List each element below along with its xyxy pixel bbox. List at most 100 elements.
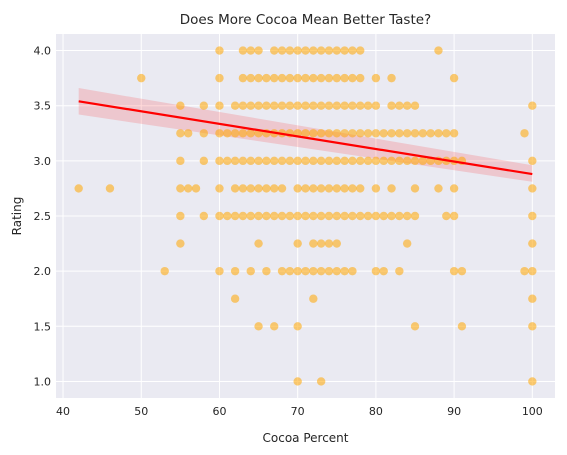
x-tick-label: 70 <box>291 405 305 418</box>
data-point <box>332 239 341 248</box>
data-point <box>340 184 349 193</box>
data-point <box>324 266 334 276</box>
data-point <box>301 101 310 110</box>
data-point <box>371 156 381 166</box>
data-point <box>348 156 357 166</box>
data-point <box>402 211 412 221</box>
data-point <box>395 156 404 166</box>
data-point <box>324 239 334 248</box>
data-point <box>199 101 209 110</box>
data-point <box>199 211 209 221</box>
data-point <box>285 266 295 276</box>
data-point <box>410 156 420 166</box>
data-point <box>324 156 334 166</box>
data-points <box>74 46 537 386</box>
y-tick-label: 3.5 <box>34 100 52 113</box>
data-point <box>387 211 396 221</box>
data-point <box>402 156 412 166</box>
data-point <box>387 156 396 166</box>
data-point <box>277 46 287 55</box>
data-point <box>371 129 381 138</box>
data-point <box>238 129 248 138</box>
data-point <box>316 101 326 110</box>
data-point <box>356 156 365 166</box>
data-point <box>316 377 326 386</box>
data-point <box>356 73 365 83</box>
data-point <box>223 156 232 166</box>
data-point <box>418 129 428 138</box>
data-point <box>316 46 326 55</box>
data-point <box>379 129 388 138</box>
data-point <box>309 294 318 303</box>
data-point <box>332 73 341 83</box>
data-point <box>332 156 341 166</box>
data-point <box>528 239 537 248</box>
data-point <box>528 266 537 276</box>
data-point <box>371 211 381 221</box>
data-point <box>246 266 255 276</box>
data-point <box>410 184 420 193</box>
data-point <box>238 156 248 166</box>
data-point <box>434 46 443 55</box>
data-point <box>137 73 146 83</box>
data-point <box>340 156 349 166</box>
regression-line <box>78 100 533 176</box>
data-point <box>520 129 529 138</box>
data-point <box>285 211 295 221</box>
data-point <box>254 73 263 83</box>
data-point <box>324 211 334 221</box>
data-point <box>363 101 373 110</box>
data-point <box>520 266 529 276</box>
data-point <box>363 156 373 166</box>
data-point <box>230 184 240 193</box>
data-point <box>293 377 302 386</box>
data-point <box>340 46 349 55</box>
data-point <box>215 184 224 193</box>
data-point <box>293 46 302 55</box>
data-point <box>246 101 255 110</box>
data-point <box>402 239 412 248</box>
data-point <box>246 73 255 83</box>
x-tick-label: 100 <box>522 405 543 418</box>
data-point <box>348 73 357 83</box>
data-point <box>324 46 334 55</box>
data-point <box>356 184 365 193</box>
data-point <box>238 211 248 221</box>
data-point <box>215 46 224 55</box>
data-point <box>316 211 326 221</box>
data-point <box>293 239 302 248</box>
data-point <box>238 73 248 83</box>
data-point <box>395 101 404 110</box>
data-point <box>254 211 263 221</box>
data-point <box>309 239 318 248</box>
data-point <box>176 239 185 248</box>
x-tick-label: 40 <box>56 405 70 418</box>
data-point <box>528 377 537 386</box>
data-point <box>246 46 255 55</box>
data-point <box>449 184 459 193</box>
data-point <box>457 266 467 276</box>
data-point <box>262 184 271 193</box>
data-point <box>230 129 240 138</box>
data-point <box>301 156 310 166</box>
data-point <box>176 156 185 166</box>
data-point <box>528 156 537 166</box>
data-point <box>285 46 295 55</box>
data-point <box>262 211 271 221</box>
data-point <box>356 129 365 138</box>
data-point <box>262 73 271 83</box>
data-point <box>309 46 318 55</box>
data-point <box>270 46 279 55</box>
data-point <box>230 156 240 166</box>
data-point <box>270 184 279 193</box>
data-point <box>316 239 326 248</box>
data-point <box>262 266 271 276</box>
data-point <box>387 73 396 83</box>
data-point <box>223 211 232 221</box>
data-point <box>230 294 240 303</box>
data-point <box>348 101 357 110</box>
data-point <box>387 101 396 110</box>
data-point <box>356 211 365 221</box>
data-point <box>176 101 185 110</box>
data-point <box>371 184 381 193</box>
